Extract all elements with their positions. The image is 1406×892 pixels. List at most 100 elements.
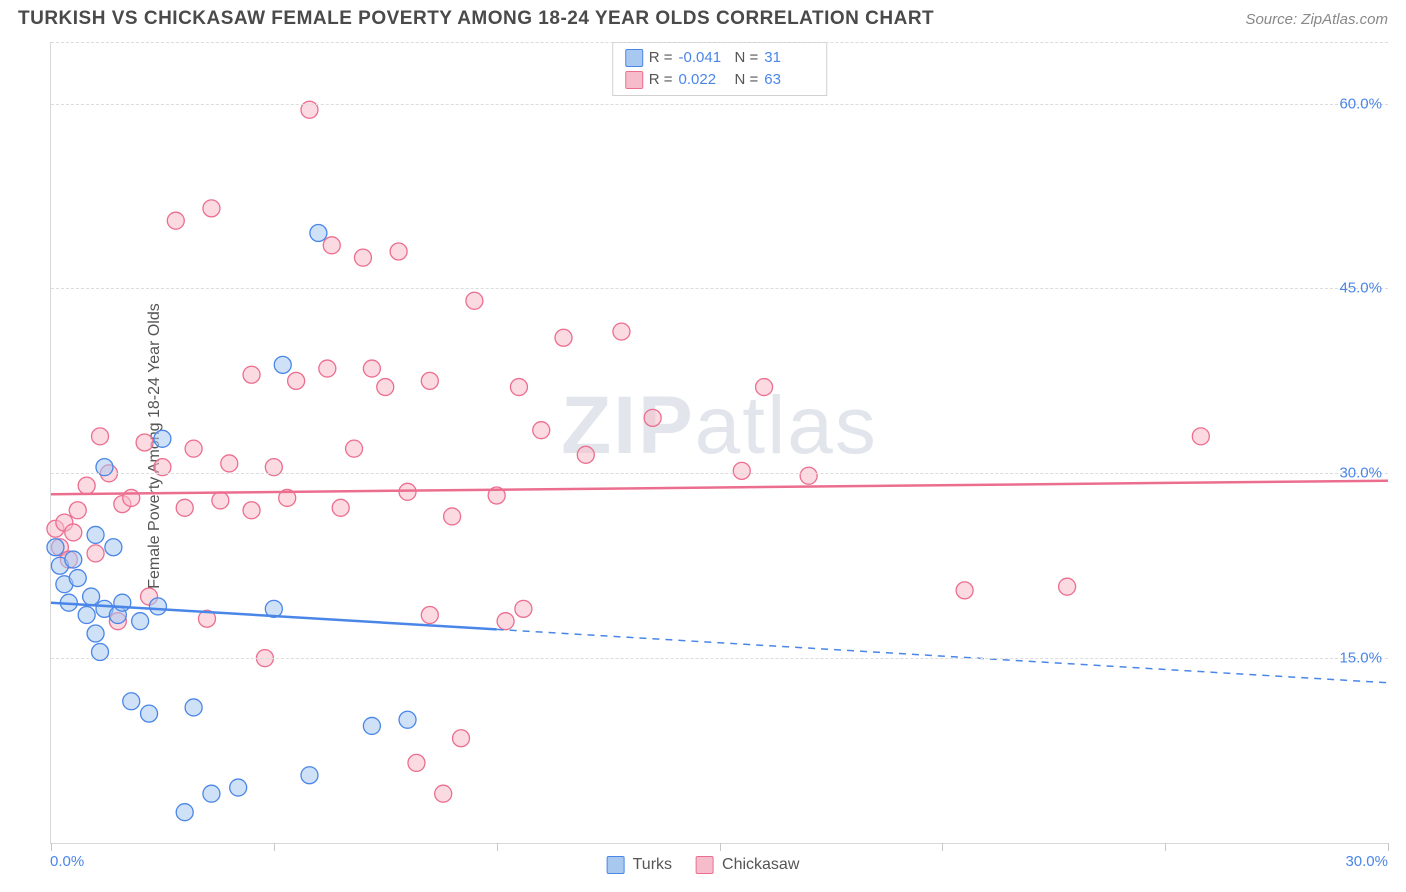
data-point <box>301 767 318 784</box>
data-point <box>87 625 104 642</box>
data-point <box>212 492 229 509</box>
data-point <box>141 705 158 722</box>
trend-line <box>51 481 1388 495</box>
scatter-svg <box>51 42 1388 843</box>
data-point <box>132 613 149 630</box>
data-point <box>203 785 220 802</box>
y-tick-label: 45.0% <box>1339 280 1382 297</box>
legend-item-turks: Turks <box>607 856 672 874</box>
data-point <box>176 804 193 821</box>
data-point <box>390 243 407 260</box>
data-point <box>555 329 572 346</box>
data-point <box>577 446 594 463</box>
data-point <box>136 434 153 451</box>
x-tick <box>942 843 943 851</box>
legend-stats-row-2: R = 0.022 N = 63 <box>625 69 815 91</box>
gridline <box>51 288 1388 289</box>
data-point <box>87 526 104 543</box>
gridline <box>51 473 1388 474</box>
data-point <box>310 225 327 242</box>
data-point <box>800 467 817 484</box>
swatch-series-2 <box>625 71 643 89</box>
data-point <box>185 699 202 716</box>
data-point <box>167 212 184 229</box>
legend-item-chickasaw: Chickasaw <box>696 856 799 874</box>
data-point <box>421 372 438 389</box>
data-point <box>533 422 550 439</box>
data-point <box>323 237 340 254</box>
data-point <box>421 607 438 624</box>
x-tick <box>51 843 52 851</box>
data-point <box>733 462 750 479</box>
data-point <box>399 711 416 728</box>
data-point <box>154 430 171 447</box>
data-point <box>47 539 64 556</box>
n-label-1: N = <box>735 47 759 69</box>
x-tick-label-max: 30.0% <box>1345 853 1388 870</box>
source-credit: Source: ZipAtlas.com <box>1245 11 1388 28</box>
legend-stats-row-1: R = -0.041 N = 31 <box>625 47 815 69</box>
data-point <box>123 489 140 506</box>
data-point <box>83 588 100 605</box>
chart-plot-area: ZIPatlas R = -0.041 N = 31 R = 0.022 N =… <box>50 42 1388 844</box>
data-point <box>105 539 122 556</box>
data-point <box>510 379 527 396</box>
swatch-chickasaw <box>696 856 714 874</box>
r-value-1: -0.041 <box>679 47 729 69</box>
data-point <box>221 455 238 472</box>
n-value-1: 31 <box>764 47 814 69</box>
chart-title: TURKISH VS CHICKASAW FEMALE POVERTY AMON… <box>18 8 934 30</box>
gridline <box>51 658 1388 659</box>
data-point <box>176 499 193 516</box>
data-point <box>408 754 425 771</box>
x-tick <box>720 843 721 851</box>
data-point <box>78 477 95 494</box>
data-point <box>78 607 95 624</box>
r-label-2: R = <box>649 69 673 91</box>
data-point <box>453 730 470 747</box>
data-point <box>466 292 483 309</box>
swatch-turks <box>607 856 625 874</box>
legend-label-chickasaw: Chickasaw <box>722 856 799 874</box>
data-point <box>363 717 380 734</box>
data-point <box>346 440 363 457</box>
legend-stats: R = -0.041 N = 31 R = 0.022 N = 63 <box>612 42 828 96</box>
data-point <box>497 613 514 630</box>
r-value-2: 0.022 <box>679 69 729 91</box>
data-point <box>1059 578 1076 595</box>
data-point <box>69 570 86 587</box>
gridline <box>51 42 1388 43</box>
data-point <box>319 360 336 377</box>
y-tick-label: 60.0% <box>1339 95 1382 112</box>
data-point <box>65 524 82 541</box>
data-point <box>435 785 452 802</box>
data-point <box>114 594 131 611</box>
data-point <box>354 249 371 266</box>
data-point <box>444 508 461 525</box>
data-point <box>243 366 260 383</box>
data-point <box>69 502 86 519</box>
data-point <box>288 372 305 389</box>
data-point <box>515 600 532 617</box>
data-point <box>756 379 773 396</box>
y-tick-label: 15.0% <box>1339 650 1382 667</box>
n-label-2: N = <box>735 69 759 91</box>
data-point <box>185 440 202 457</box>
data-point <box>243 502 260 519</box>
n-value-2: 63 <box>764 69 814 91</box>
data-point <box>377 379 394 396</box>
data-point <box>203 200 220 217</box>
data-point <box>956 582 973 599</box>
data-point <box>92 428 109 445</box>
data-point <box>123 693 140 710</box>
y-tick-label: 30.0% <box>1339 465 1382 482</box>
data-point <box>87 545 104 562</box>
x-tick-label-min: 0.0% <box>50 853 84 870</box>
data-point <box>613 323 630 340</box>
r-label-1: R = <box>649 47 673 69</box>
x-tick <box>1388 843 1389 851</box>
data-point <box>1192 428 1209 445</box>
data-point <box>149 598 166 615</box>
data-point <box>644 409 661 426</box>
swatch-series-1 <box>625 49 643 67</box>
